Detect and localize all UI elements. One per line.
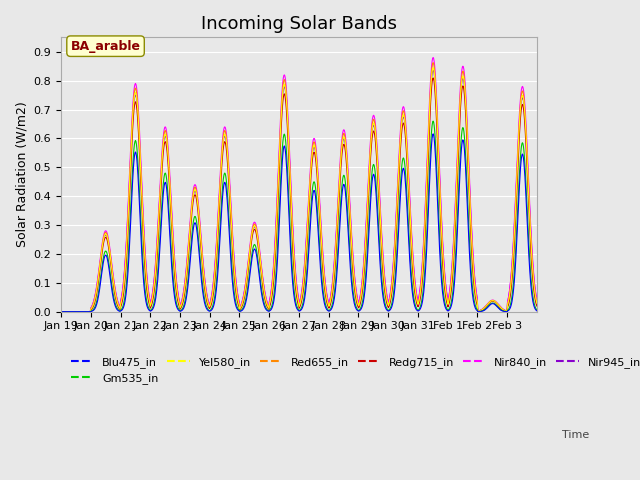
Text: Time: Time <box>561 430 589 440</box>
Legend: Blu475_in, Gm535_in, Yel580_in, Red655_in, Redg715_in, Nir840_in, Nir945_in: Blu475_in, Gm535_in, Yel580_in, Red655_i… <box>67 352 640 388</box>
Text: BA_arable: BA_arable <box>70 40 141 53</box>
Title: Incoming Solar Bands: Incoming Solar Bands <box>201 15 397 33</box>
Y-axis label: Solar Radiation (W/m2): Solar Radiation (W/m2) <box>15 102 28 247</box>
